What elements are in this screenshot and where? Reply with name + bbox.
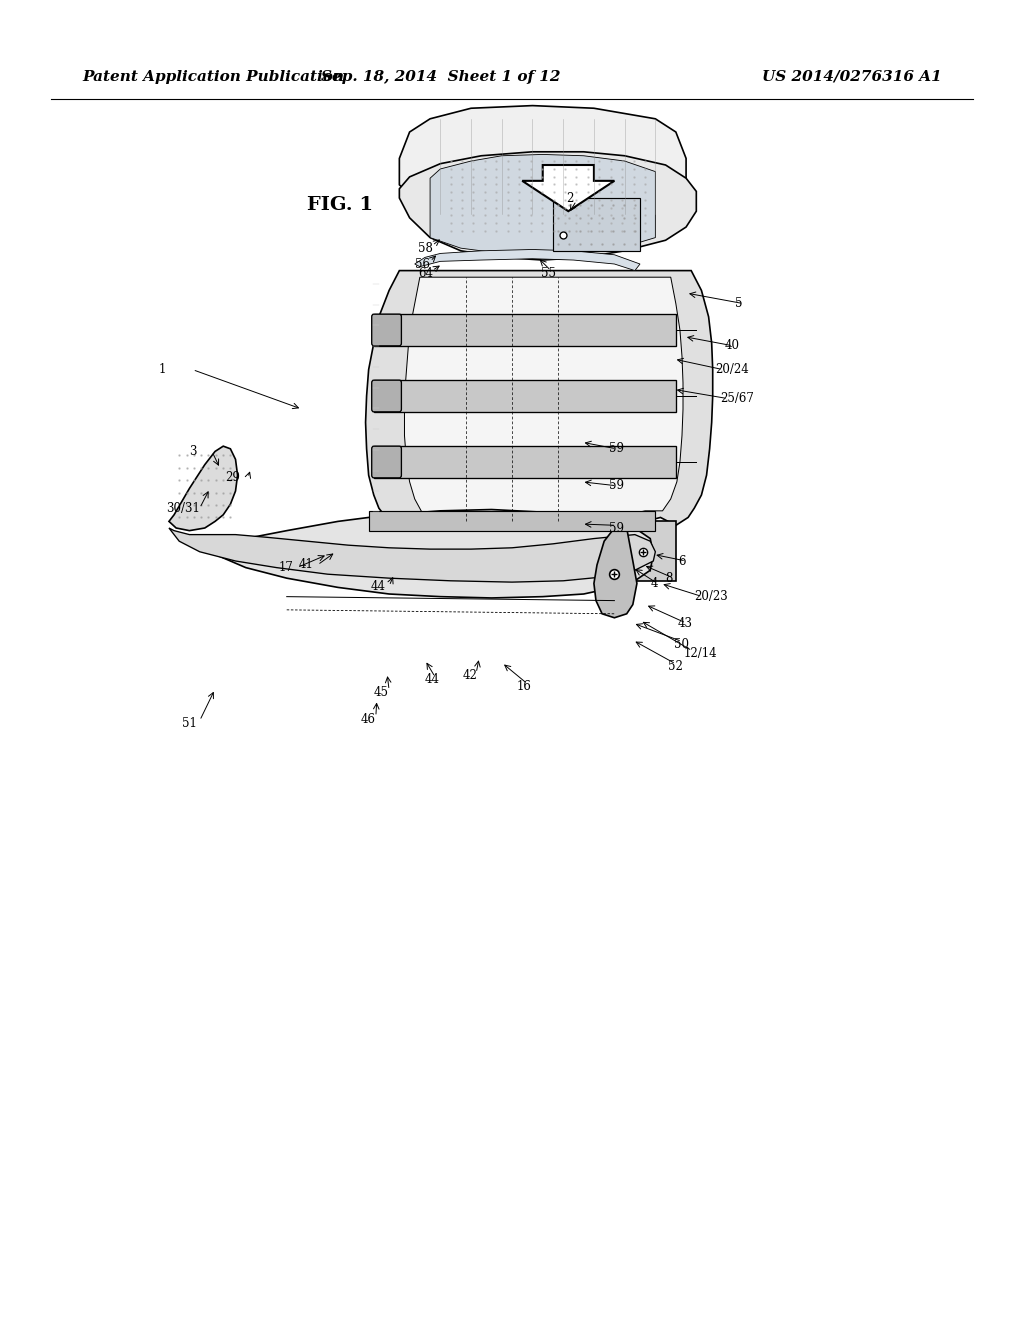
Text: 50: 50 [674, 638, 689, 651]
Polygon shape [169, 528, 655, 582]
Text: 30/31: 30/31 [166, 502, 200, 515]
Polygon shape [399, 152, 696, 260]
FancyBboxPatch shape [372, 446, 401, 478]
Text: US 2014/0276316 A1: US 2014/0276316 A1 [762, 70, 942, 83]
Bar [609, 521, 676, 581]
Text: 5: 5 [735, 297, 742, 310]
Text: 44: 44 [371, 579, 386, 593]
Text: 8: 8 [666, 572, 673, 585]
Text: 44: 44 [425, 673, 440, 686]
Text: 59: 59 [609, 479, 625, 492]
Polygon shape [399, 106, 686, 218]
Text: 12/14: 12/14 [684, 647, 718, 660]
Text: 40: 40 [725, 339, 740, 352]
Polygon shape [169, 446, 238, 531]
Polygon shape [374, 380, 676, 412]
FancyBboxPatch shape [372, 314, 401, 346]
Polygon shape [366, 271, 713, 536]
Text: 20/23: 20/23 [694, 590, 728, 603]
Text: 46: 46 [360, 713, 376, 726]
Text: 4: 4 [650, 577, 657, 590]
Text: 20/24: 20/24 [715, 363, 749, 376]
Polygon shape [404, 277, 683, 525]
Text: 2: 2 [566, 191, 573, 205]
Text: 58: 58 [418, 242, 433, 255]
Text: 17: 17 [279, 561, 294, 574]
Polygon shape [374, 314, 676, 346]
Text: FIG. 1: FIG. 1 [307, 195, 374, 214]
Text: 56: 56 [415, 257, 430, 271]
Text: 16: 16 [517, 680, 532, 693]
Polygon shape [374, 446, 676, 478]
Bar [369, 511, 655, 531]
Text: 64: 64 [418, 267, 433, 280]
Polygon shape [430, 154, 655, 256]
Text: 59: 59 [609, 521, 625, 535]
Text: 43: 43 [678, 616, 693, 630]
Text: 55: 55 [541, 267, 556, 280]
Polygon shape [415, 249, 640, 271]
Text: Sep. 18, 2014  Sheet 1 of 12: Sep. 18, 2014 Sheet 1 of 12 [321, 70, 560, 83]
Polygon shape [215, 510, 653, 598]
Text: 6: 6 [678, 554, 685, 568]
Text: 41: 41 [299, 558, 314, 572]
FancyBboxPatch shape [372, 380, 401, 412]
Text: 3: 3 [189, 445, 197, 458]
Bar [553, 198, 640, 251]
Text: 51: 51 [182, 717, 198, 730]
Text: Patent Application Publication: Patent Application Publication [82, 70, 344, 83]
Text: 25/67: 25/67 [720, 392, 754, 405]
Text: 59: 59 [609, 442, 625, 455]
Text: 52: 52 [668, 660, 683, 673]
Text: 1: 1 [159, 363, 166, 376]
Text: 29: 29 [225, 471, 241, 484]
Text: 45: 45 [374, 686, 389, 700]
Text: 42: 42 [463, 669, 478, 682]
Polygon shape [594, 528, 637, 618]
Polygon shape [522, 165, 614, 211]
